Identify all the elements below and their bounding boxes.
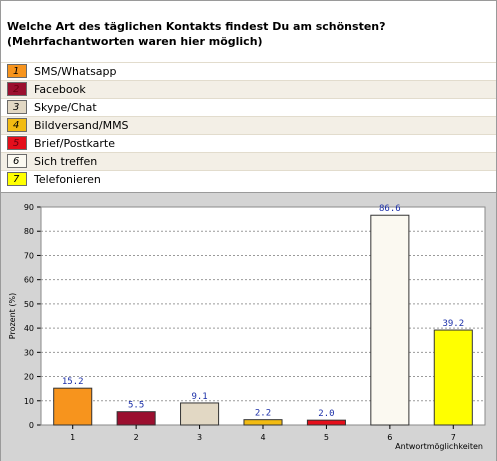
bar-value-label: 39.2 (442, 319, 464, 329)
y-tick-label: 90 (24, 203, 34, 212)
legend-item: 7 Telefonieren (1, 170, 496, 188)
x-tick-label: 5 (324, 433, 329, 442)
legend-swatch: 2 (7, 82, 27, 96)
y-tick-label: 30 (24, 348, 34, 357)
x-tick-label: 2 (134, 433, 139, 442)
bar-chart: 0 10 20 30 40 50 60 70 80 90 15.2 1 5.5 2 9.1 3 2.2 4 2.0 5… (8, 203, 486, 451)
legend-item: 6 Sich treffen (1, 152, 496, 170)
question-title: Welche Art des täglichen Kontakts findes… (7, 20, 386, 48)
legend-label: SMS/Whatsapp (34, 65, 117, 78)
legend-item: 5 Brief/Postkarte (1, 134, 496, 152)
bar-value-label: 9.1 (191, 392, 207, 402)
y-tick-label: 70 (24, 251, 34, 260)
x-tick-label: 3 (197, 433, 202, 442)
legend-label: Telefonieren (34, 173, 101, 186)
y-tick-label: 80 (24, 227, 34, 236)
y-tick-label: 40 (24, 324, 34, 333)
bar-value-label: 2.2 (255, 409, 271, 419)
bar-value-label: 5.5 (128, 401, 144, 411)
legend-label: Bildversand/MMS (34, 119, 129, 132)
legend-label: Sich treffen (34, 155, 98, 168)
bar-2 (116, 411, 156, 426)
y-tick-label: 10 (24, 397, 34, 406)
legend-swatch: 5 (7, 136, 27, 150)
y-tick-label: 60 (24, 276, 34, 285)
x-tick-label: 6 (387, 433, 392, 442)
legend-item: 2 Facebook (1, 80, 496, 98)
bar-3 (180, 402, 220, 426)
x-tick-label: 7 (451, 433, 456, 442)
y-tick-label: 0 (29, 421, 34, 430)
bar-value-label: 2.0 (318, 409, 334, 419)
bar-6 (370, 214, 410, 426)
legend-label: Brief/Postkarte (34, 137, 116, 150)
legend-item: 3 Skype/Chat (1, 98, 496, 116)
legend-label: Facebook (34, 83, 86, 96)
chart-panel: 0 10 20 30 40 50 60 70 80 90 15.2 1 5.5 2 9.1 3 2.2 4 2.0 5… (1, 192, 496, 461)
x-axis-title: Antwortmöglichkeiten (395, 442, 483, 451)
legend-item: 4 Bildversand/MMS (1, 116, 496, 134)
x-tick-label: 1 (70, 433, 75, 442)
y-axis-title: Prozent (%) (8, 293, 17, 339)
x-tick-label: 4 (260, 433, 265, 442)
plot-background (41, 207, 485, 425)
bar-1 (53, 387, 93, 426)
legend-item: 1 SMS/Whatsapp (1, 62, 496, 80)
legend-label: Skype/Chat (34, 101, 97, 114)
bar-value-label: 86.6 (379, 204, 401, 214)
y-tick-label: 20 (24, 373, 34, 382)
legend-swatch: 3 (7, 100, 27, 114)
legend-swatch: 6 (7, 154, 27, 168)
y-tick-label: 50 (24, 300, 34, 309)
bar-4 (243, 419, 283, 426)
bar-7 (433, 329, 473, 426)
bar-5 (306, 419, 346, 426)
bar-value-label: 15.2 (62, 377, 84, 387)
legend-swatch: 7 (7, 172, 27, 186)
legend-swatch: 4 (7, 118, 27, 132)
legend-swatch: 1 (7, 64, 27, 78)
answer-legend: 1 SMS/Whatsapp 2 Facebook 3 Skype/Chat 4 Bildve… (1, 62, 496, 188)
